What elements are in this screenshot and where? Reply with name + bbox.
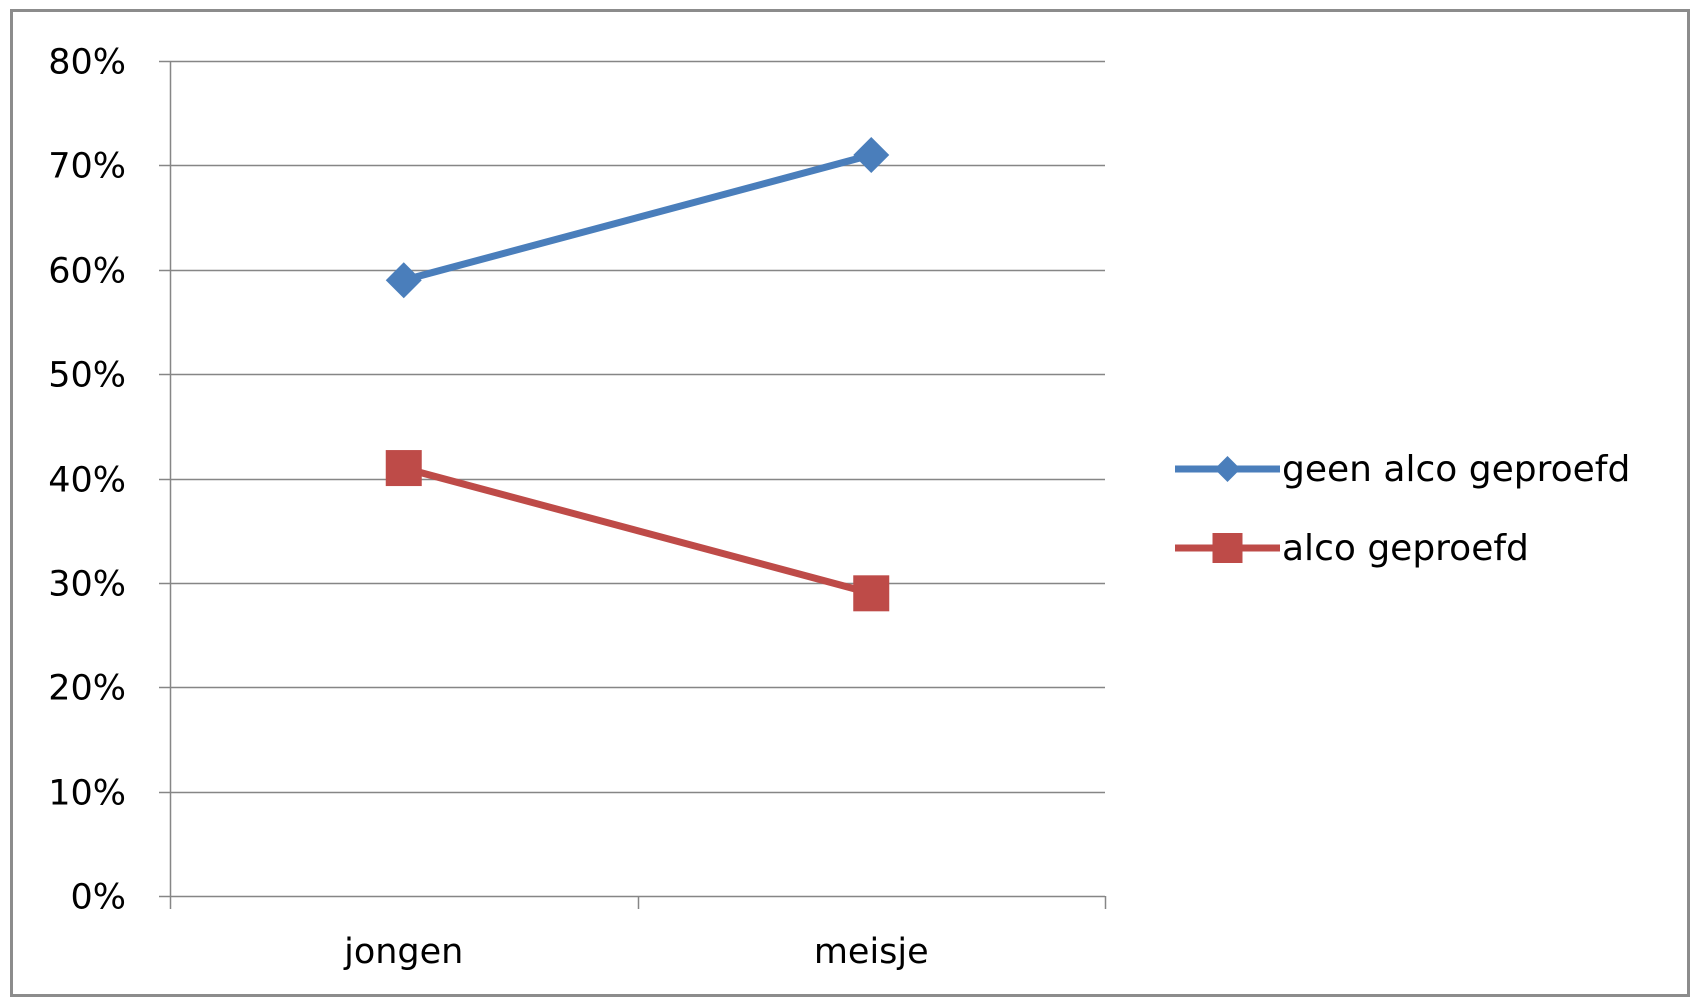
- series-line: [400, 464, 875, 597]
- series-line: [400, 151, 875, 284]
- y-tick-label: 80%: [48, 43, 126, 83]
- x-tick-label: jongen: [343, 932, 463, 972]
- legend-marker-square: [1212, 533, 1243, 563]
- y-tick-label: 50%: [48, 356, 126, 396]
- legend-marker-diamond: [1214, 456, 1241, 482]
- y-tick-label: 0%: [70, 878, 126, 918]
- legend-label: geen alco geproefd: [1282, 449, 1630, 490]
- y-tick-label: 40%: [48, 461, 126, 501]
- y-tick-label: 60%: [48, 252, 126, 292]
- y-tick-label: 20%: [48, 669, 126, 709]
- data-point-diamond: [385, 262, 422, 299]
- y-tick-label: 70%: [48, 147, 126, 187]
- data-point-diamond: [853, 136, 890, 173]
- chart-frame: [10, 9, 1690, 997]
- data-point-square: [853, 575, 890, 612]
- y-tick-label: 30%: [48, 565, 126, 605]
- data-point-square: [385, 450, 422, 487]
- legend-label: alco geproefd: [1282, 528, 1529, 569]
- x-tick-label: meisje: [814, 932, 929, 972]
- y-tick-label: 10%: [48, 774, 126, 814]
